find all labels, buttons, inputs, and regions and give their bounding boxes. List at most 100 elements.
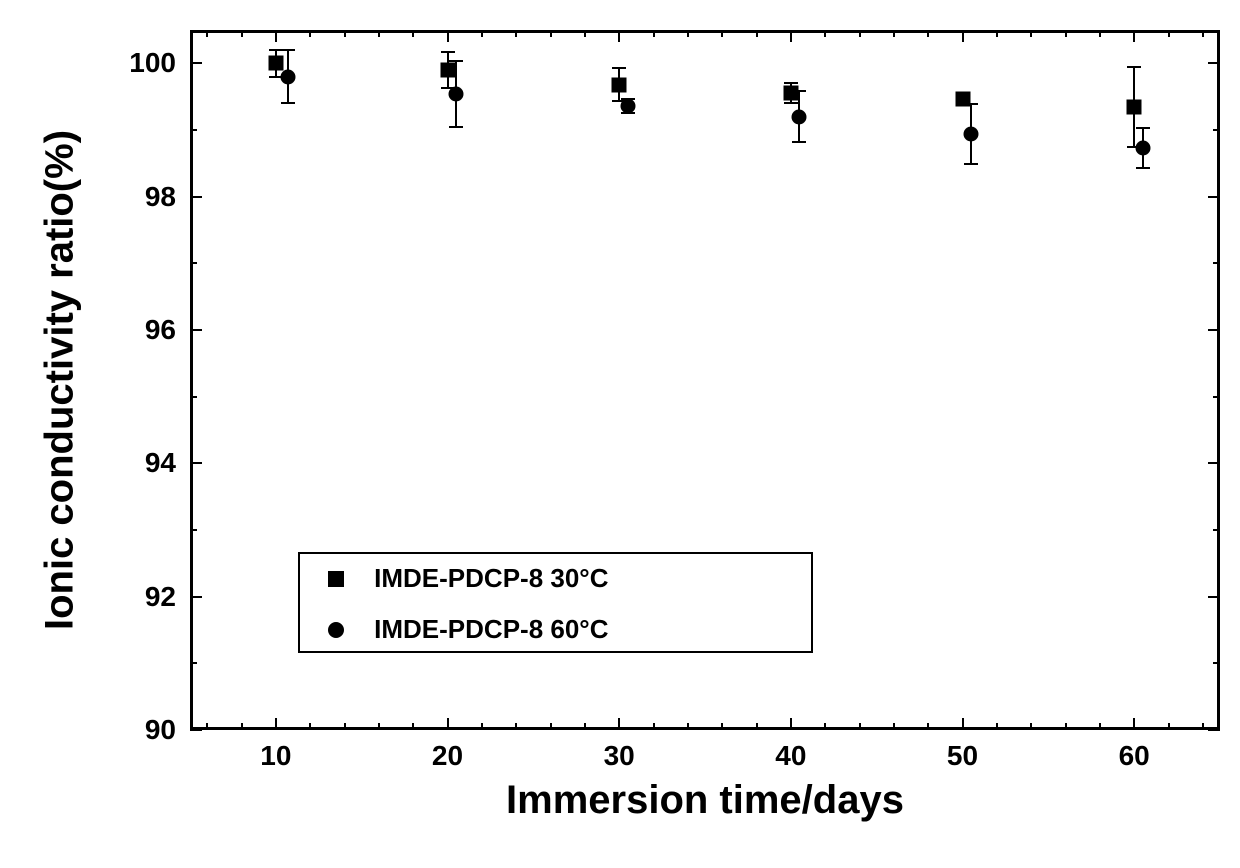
x-tick <box>1030 30 1032 37</box>
y-tick <box>190 462 202 464</box>
x-tick <box>687 723 689 730</box>
x-tick <box>344 30 346 37</box>
x-tick <box>275 718 277 730</box>
y-tick <box>190 596 202 598</box>
y-tick <box>190 329 202 331</box>
y-tick <box>1213 529 1220 531</box>
data-marker <box>612 77 627 92</box>
error-bar-cap <box>449 126 463 128</box>
error-bar-cap <box>784 82 798 84</box>
x-tick <box>687 30 689 37</box>
x-tick <box>1030 723 1032 730</box>
x-axis-label: Immersion time/days <box>506 778 904 823</box>
x-tick <box>1168 723 1170 730</box>
x-tick-label: 30 <box>604 740 635 772</box>
y-tick <box>190 62 202 64</box>
square-marker-icon <box>328 571 344 587</box>
legend-label: IMDE-PDCP-8 30°C <box>374 563 608 594</box>
y-tick <box>1208 329 1220 331</box>
x-tick <box>1133 30 1135 42</box>
x-tick <box>412 30 414 37</box>
y-tick <box>1213 662 1220 664</box>
x-tick-label: 20 <box>432 740 463 772</box>
legend-label: IMDE-PDCP-8 60°C <box>374 614 608 645</box>
x-tick <box>447 30 449 42</box>
data-marker <box>440 63 455 78</box>
y-tick <box>190 262 197 264</box>
x-tick <box>584 30 586 37</box>
circle-marker-icon <box>328 622 344 638</box>
x-tick <box>1065 723 1067 730</box>
data-marker <box>1135 141 1150 156</box>
y-tick <box>1213 396 1220 398</box>
error-bar-cap <box>1136 167 1150 169</box>
error-bar-cap <box>964 163 978 165</box>
y-tick-label: 94 <box>145 447 176 479</box>
y-tick <box>190 529 197 531</box>
error-bar-cap <box>1127 66 1141 68</box>
x-tick <box>618 718 620 730</box>
x-tick <box>927 30 929 37</box>
y-tick-label: 92 <box>145 581 176 613</box>
x-tick <box>859 30 861 37</box>
x-tick-label: 40 <box>775 740 806 772</box>
x-tick <box>721 30 723 37</box>
x-tick <box>1168 30 1170 37</box>
error-bar-cap <box>441 51 455 53</box>
x-tick <box>756 723 758 730</box>
y-tick <box>190 662 197 664</box>
x-tick <box>584 723 586 730</box>
data-marker <box>792 109 807 124</box>
legend: IMDE-PDCP-8 30°C IMDE-PDCP-8 60°C <box>298 552 813 654</box>
x-tick <box>344 723 346 730</box>
y-tick-label: 100 <box>129 47 176 79</box>
x-tick <box>859 723 861 730</box>
x-tick <box>1133 718 1135 730</box>
data-marker <box>964 127 979 142</box>
y-tick <box>1213 262 1220 264</box>
x-tick-label: 50 <box>947 740 978 772</box>
x-tick <box>481 723 483 730</box>
y-tick <box>1208 462 1220 464</box>
x-tick-label: 10 <box>260 740 291 772</box>
x-tick <box>721 723 723 730</box>
x-tick <box>893 30 895 37</box>
y-tick <box>1208 729 1220 731</box>
y-tick <box>190 196 202 198</box>
y-tick <box>1208 596 1220 598</box>
x-tick <box>824 30 826 37</box>
x-tick <box>790 718 792 730</box>
y-axis-label: Ionic conductivity ratio(%) <box>38 130 83 630</box>
x-tick <box>241 723 243 730</box>
data-marker <box>620 99 635 114</box>
x-tick <box>309 723 311 730</box>
error-bar-cap <box>281 49 295 51</box>
y-tick <box>1213 129 1220 131</box>
data-marker <box>955 91 970 106</box>
x-tick <box>1065 30 1067 37</box>
x-tick <box>309 30 311 37</box>
y-tick <box>190 396 197 398</box>
y-tick <box>190 729 202 731</box>
x-tick <box>481 30 483 37</box>
legend-item: IMDE-PDCP-8 60°C <box>300 604 811 655</box>
y-tick <box>190 129 197 131</box>
x-tick <box>962 718 964 730</box>
chart-canvas: Ionic conductivity ratio(%) Immersion ti… <box>0 0 1240 868</box>
y-tick-label: 96 <box>145 314 176 346</box>
x-tick <box>1202 30 1204 37</box>
x-tick <box>515 723 517 730</box>
data-marker <box>280 69 295 84</box>
y-tick-label: 90 <box>145 714 176 746</box>
error-bar-cap <box>792 141 806 143</box>
data-marker <box>268 56 283 71</box>
x-tick <box>378 723 380 730</box>
x-tick <box>653 30 655 37</box>
x-tick <box>447 718 449 730</box>
x-tick <box>1099 723 1101 730</box>
error-bar-cap <box>281 102 295 104</box>
error-bar-cap <box>449 60 463 62</box>
y-tick <box>1208 62 1220 64</box>
error-bar-cap <box>1136 127 1150 129</box>
x-tick <box>893 723 895 730</box>
